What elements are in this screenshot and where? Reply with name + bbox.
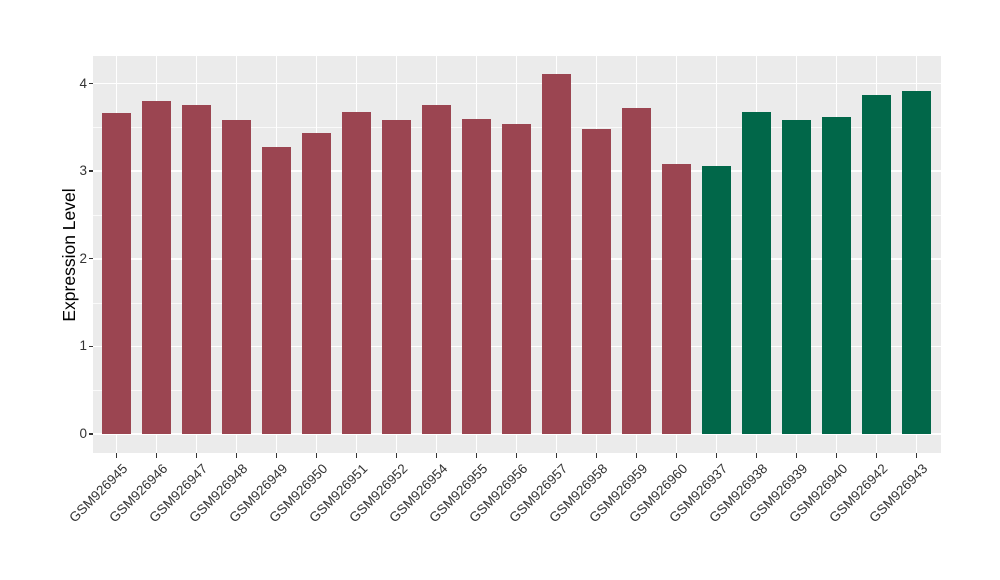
bar-GSM926946 [142, 101, 171, 434]
y-tick-label-4: 4 [79, 75, 87, 91]
x-tick-mark-GSM926942 [876, 453, 878, 458]
x-tick-mark-GSM926948 [236, 453, 238, 458]
bar-GSM926959 [622, 108, 651, 434]
x-tick-mark-GSM926952 [396, 453, 398, 458]
x-tick-mark-GSM926937 [716, 453, 718, 458]
x-tick-mark-GSM926949 [276, 453, 278, 458]
x-tick-mark-GSM926957 [556, 453, 558, 458]
x-tick-mark-GSM926950 [316, 453, 318, 458]
x-tick-mark-GSM926951 [356, 453, 358, 458]
y-tick-mark-3 [88, 170, 93, 172]
x-tick-mark-GSM926946 [156, 453, 158, 458]
x-tick-mark-GSM926947 [196, 453, 198, 458]
bar-GSM926942 [862, 94, 891, 434]
bar-GSM926960 [662, 164, 691, 434]
bar-GSM926948 [222, 120, 251, 434]
x-tick-mark-GSM926945 [116, 453, 118, 458]
y-tick-mark-0 [88, 433, 93, 435]
bar-GSM926939 [782, 119, 811, 434]
x-tick-mark-GSM926955 [476, 453, 478, 458]
bar-GSM926945 [102, 113, 131, 434]
bar-GSM926950 [302, 132, 331, 434]
bar-GSM926937 [702, 165, 731, 434]
x-tick-mark-GSM926959 [636, 453, 638, 458]
bar-GSM926952 [382, 120, 411, 434]
bar-GSM926947 [182, 104, 211, 434]
bar-GSM926940 [822, 116, 851, 434]
bar-GSM926958 [582, 129, 611, 434]
bar-GSM926951 [342, 111, 371, 434]
bar-GSM926955 [462, 118, 491, 434]
y-tick-label-3: 3 [79, 163, 87, 179]
x-tick-mark-GSM926938 [756, 453, 758, 458]
bar-GSM926954 [422, 104, 451, 434]
x-tick-mark-GSM926943 [916, 453, 918, 458]
bar-GSM926956 [502, 123, 531, 434]
y-tick-label-2: 2 [79, 250, 87, 266]
y-tick-label-0: 0 [79, 426, 87, 441]
plot-panel [93, 56, 941, 453]
x-tick-mark-GSM926960 [676, 453, 678, 458]
x-tick-mark-GSM926954 [436, 453, 438, 458]
x-tick-mark-GSM926958 [596, 453, 598, 458]
y-tick-label-1: 1 [79, 338, 87, 354]
bar-GSM926949 [262, 146, 291, 434]
y-tick-mark-1 [88, 345, 93, 348]
y-tick-mark-4 [88, 82, 93, 85]
bar-GSM926943 [902, 90, 931, 434]
bar-GSM926957 [542, 73, 571, 434]
x-tick-mark-GSM926940 [836, 453, 838, 458]
x-tick-mark-GSM926956 [516, 453, 518, 458]
y-tick-mark-2 [88, 258, 93, 260]
x-tick-mark-GSM926939 [796, 453, 798, 458]
bar-GSM926938 [742, 111, 771, 434]
